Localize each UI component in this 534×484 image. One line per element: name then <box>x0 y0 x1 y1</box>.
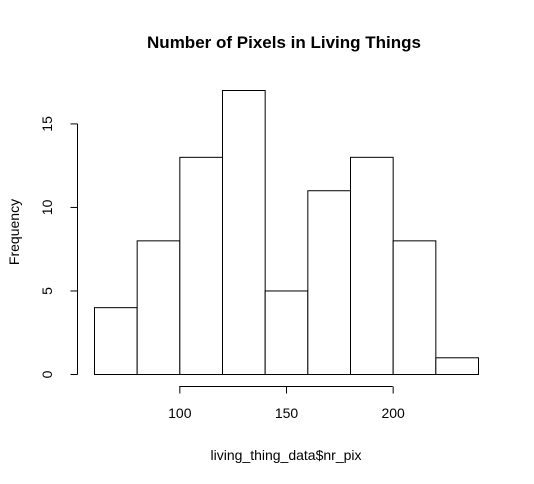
y-axis-label: Frequency <box>6 199 22 265</box>
y-tick-label: 0 <box>39 370 55 378</box>
histogram-bar <box>264 290 309 375</box>
histogram-bar <box>179 156 223 375</box>
histogram-bar <box>94 307 138 376</box>
histogram-bar <box>435 357 480 376</box>
chart-title: Number of Pixels in Living Things <box>147 33 421 52</box>
y-tick-label: 10 <box>39 199 55 215</box>
histogram-bar <box>136 240 181 375</box>
x-tick-label: 100 <box>168 405 192 421</box>
histogram-bar <box>350 156 394 375</box>
x-tick-label: 200 <box>381 405 405 421</box>
histogram-bar <box>307 190 352 375</box>
y-axis: 0 5 10 15 <box>39 116 78 378</box>
y-tick-label: 5 <box>39 287 55 295</box>
bars-group <box>94 90 480 376</box>
y-tick-label: 15 <box>39 116 55 132</box>
x-tick-label: 150 <box>275 405 299 421</box>
histogram-bar <box>392 240 437 375</box>
histogram-bar <box>222 90 266 375</box>
x-axis-label: living_thing_data$nr_pix <box>211 447 362 463</box>
x-axis: 100 150 200 <box>168 386 405 421</box>
